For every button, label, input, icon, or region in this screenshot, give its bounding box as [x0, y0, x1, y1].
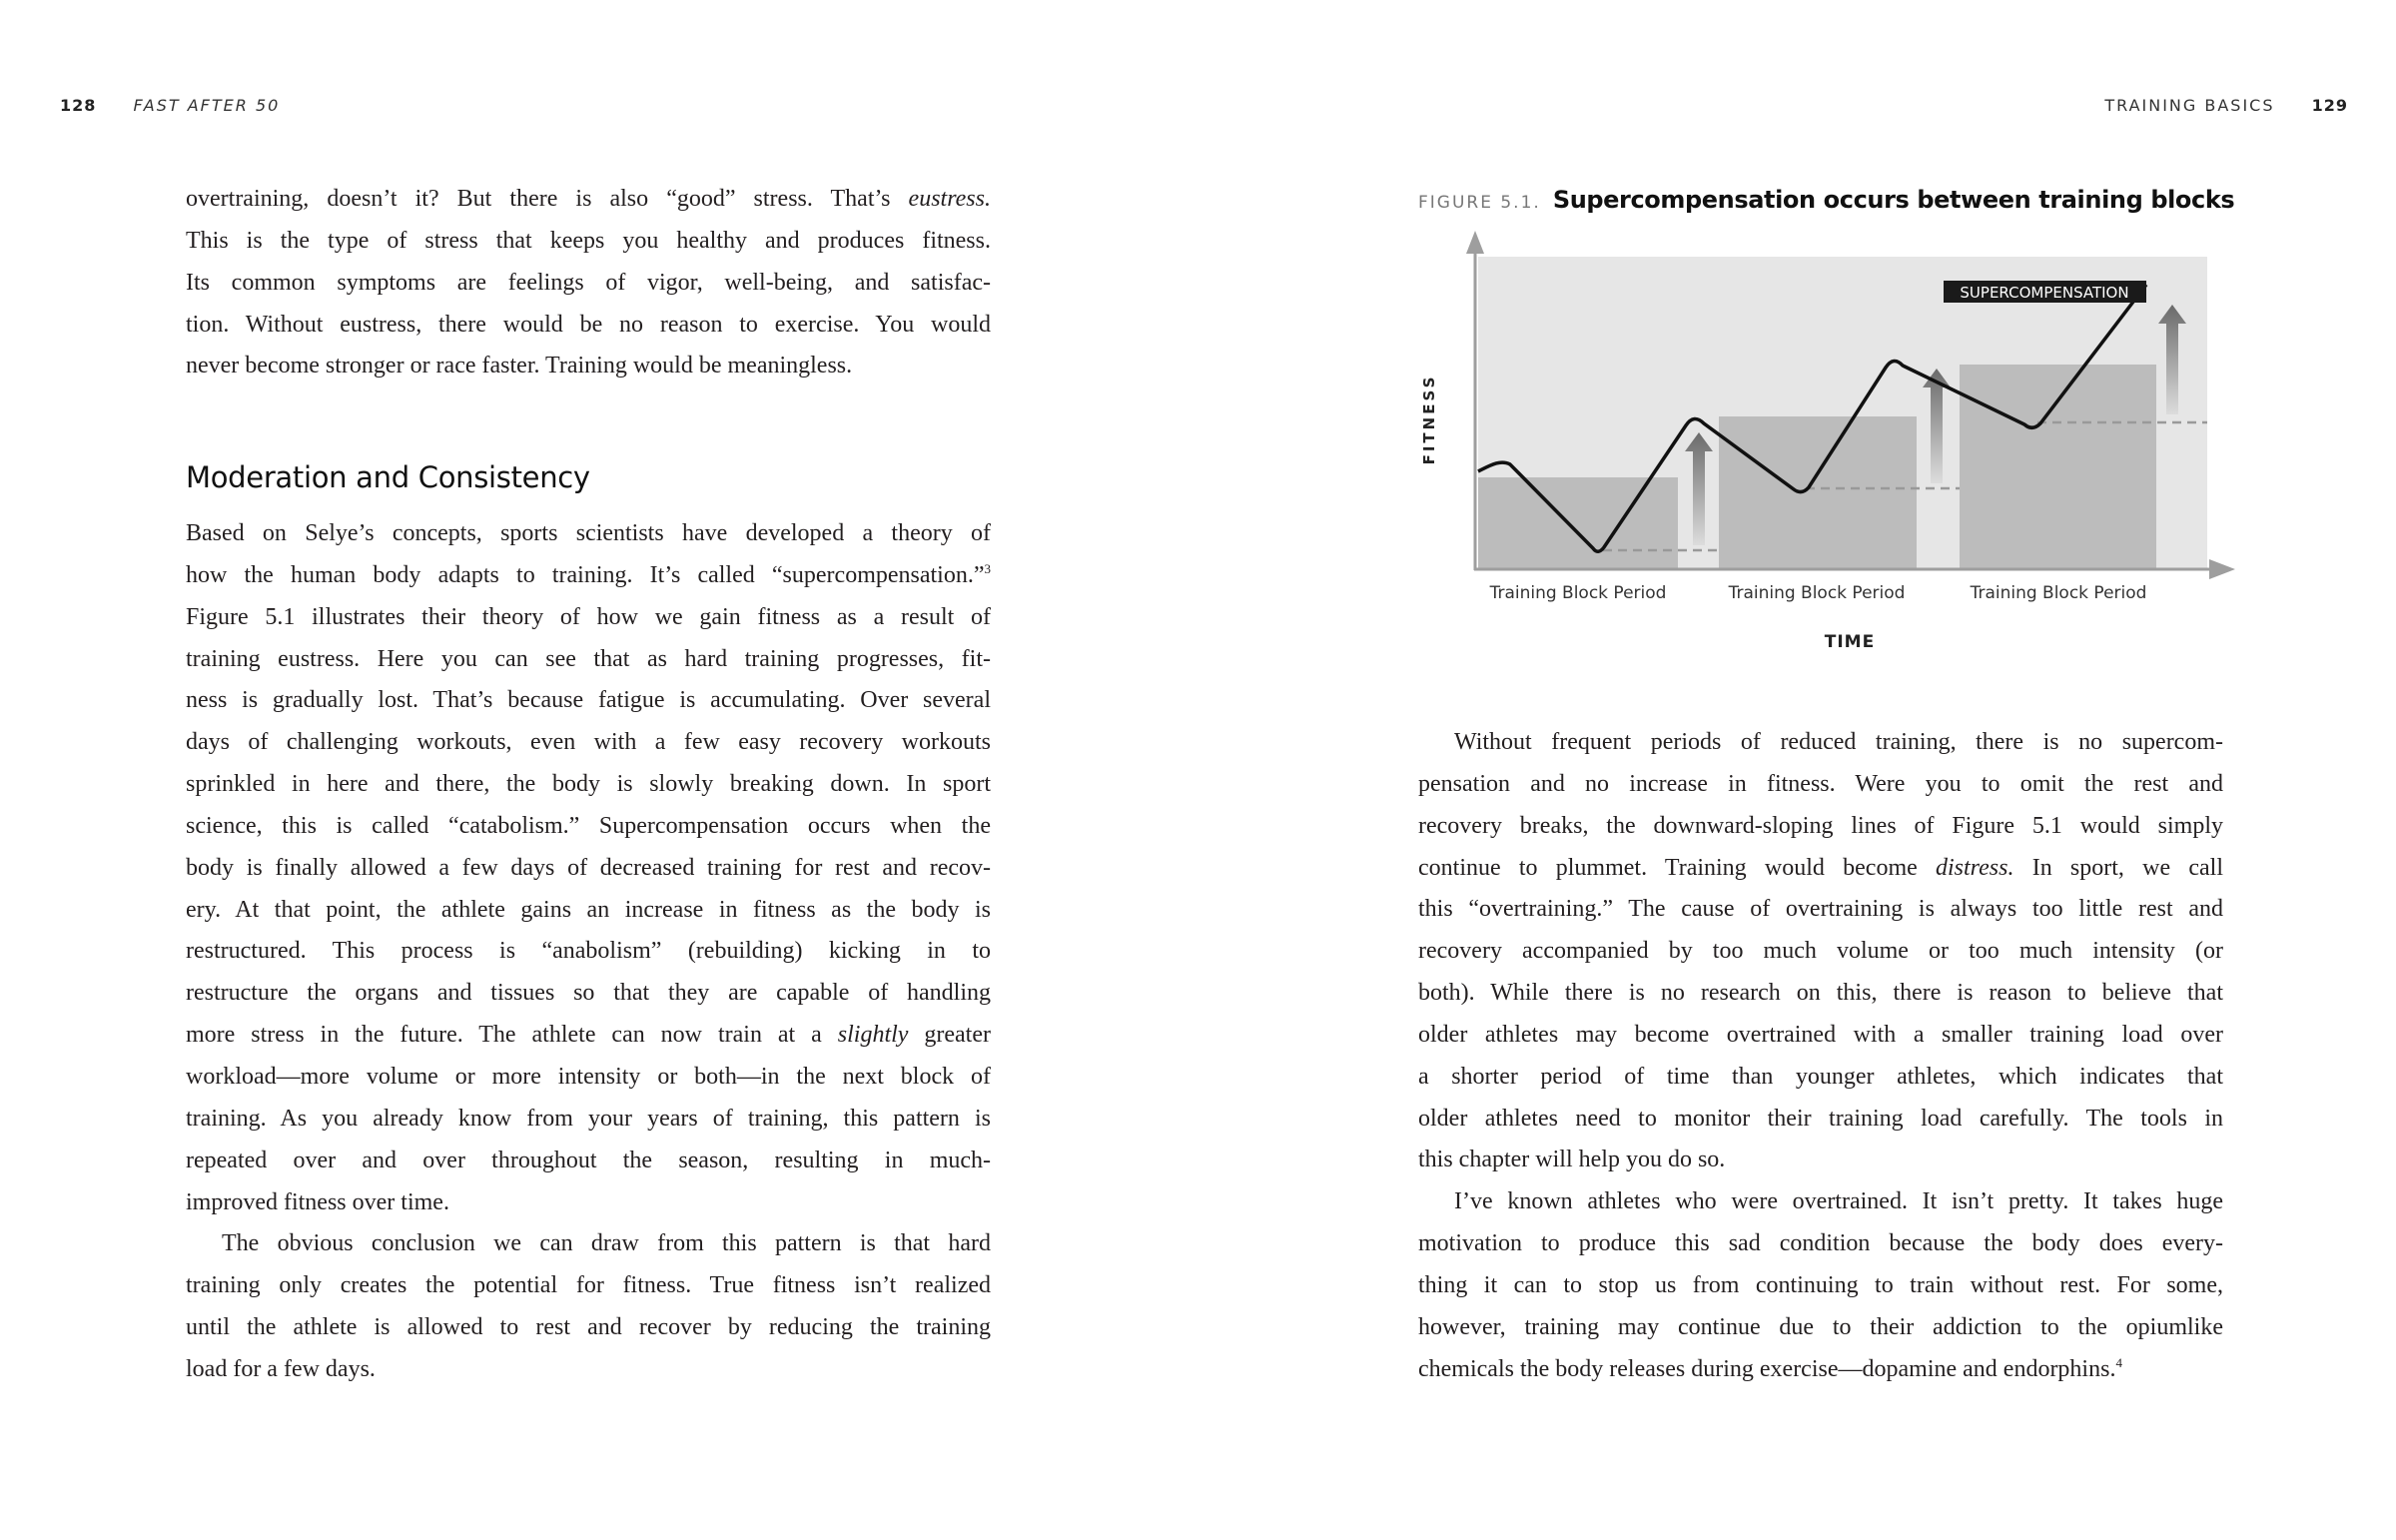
chapter-title: TRAINING BASICS	[2104, 96, 2275, 115]
page-number: 129	[2311, 96, 2348, 115]
right-running-head: TRAINING BASICS 129	[2104, 96, 2348, 115]
text-line: older athletes may become overtrained wi…	[1418, 1021, 2223, 1048]
page-number: 128	[60, 96, 97, 115]
text-line: workload—more volume or more intensity o…	[186, 1063, 991, 1090]
callout-label: SUPERCOMPENSATION	[1960, 284, 2128, 302]
text-line: This is the type of stress that keeps yo…	[186, 227, 991, 254]
text-line: load for a few days.	[186, 1355, 376, 1382]
text-line: until the athlete is allowed to rest and…	[186, 1314, 991, 1341]
text-line: how the human body adapts to training. I…	[186, 560, 991, 588]
y-axis-label: FITNESS	[1420, 375, 1438, 465]
text-line: days of challenging workouts, even with …	[186, 729, 991, 756]
body-text-top: overtraining, doesn’t it? But there is a…	[186, 179, 991, 387]
text-line: recovery breaks, the downward-sloping li…	[1418, 812, 2223, 839]
body-text-main: Based on Selye’s concepts, sports scient…	[186, 513, 991, 1391]
text-line: I’ve known athletes who were overtrained…	[1454, 1188, 2223, 1215]
text-line: restructured. This process is “anabolism…	[186, 938, 991, 965]
text-line: recovery accompanied by too much volume …	[1418, 938, 2223, 965]
callout-box	[1944, 281, 2146, 303]
text-line: older athletes need to monitor their tra…	[1418, 1105, 2223, 1132]
figure-title: Supercompensation occurs between trainin…	[1552, 186, 2235, 214]
y-axis-arrow-icon	[1466, 231, 1484, 254]
text-line: a shorter period of time than younger at…	[1418, 1063, 2223, 1090]
text-line: Based on Selye’s concepts, sports scient…	[186, 520, 991, 546]
text-line: however, training may continue due to th…	[1418, 1313, 2223, 1340]
text-line: Its common symptoms are feelings of vigo…	[186, 269, 991, 296]
text-line: never become stronger or race faster. Tr…	[186, 353, 853, 380]
text-line: restructure the organs and tissues so th…	[186, 980, 991, 1007]
block-label-3: Training Block Period	[1970, 583, 2147, 603]
gain-arrow-3-icon	[2158, 305, 2186, 414]
x-axis-arrow-icon	[2209, 559, 2235, 579]
training-block-2	[1719, 416, 1917, 568]
text-line: body is finally allowed a few days of de…	[186, 854, 991, 881]
text-line: training only creates the potential for …	[186, 1272, 991, 1299]
text-line: chemicals the body releases during exerc…	[1418, 1354, 2122, 1382]
text-line: science, this is called “catabolism.” Su…	[186, 812, 991, 839]
text-line: motivation to produce this sad condition…	[1418, 1230, 2223, 1257]
text-line: pensation and no increase in fitness. We…	[1418, 770, 2223, 797]
block-label-1: Training Block Period	[1489, 583, 1667, 603]
text-line: improved fitness over time.	[186, 1188, 449, 1215]
text-line: overtraining, doesn’t it? But there is a…	[186, 186, 991, 212]
text-line: ery. At that point, the athlete gains an…	[186, 896, 991, 923]
left-running-head: 128 FAST AFTER 50	[60, 96, 280, 115]
figure-caption: FIGURE 5.1. Supercompensation occurs betw…	[1418, 186, 2235, 214]
section-heading: Moderation and Consistency	[186, 460, 590, 494]
text-line: tion. Without eustress, there would be n…	[186, 311, 991, 338]
training-block-3	[1960, 365, 2156, 568]
text-line: training eustress. Here you can see that…	[186, 645, 991, 672]
text-line: both). While there is no research on thi…	[1418, 980, 2223, 1007]
text-line: more stress in the future. The athlete c…	[186, 1022, 991, 1049]
body-text-right: Without frequent periods of reduced trai…	[1418, 722, 2223, 1391]
text-line: thing it can to stop us from continuing …	[1418, 1271, 2223, 1298]
text-line: training. As you already know from your …	[186, 1105, 991, 1132]
book-title: FAST AFTER 50	[133, 96, 281, 115]
text-line: continue to plummet. Training would beco…	[1418, 854, 2223, 881]
training-block-1	[1478, 477, 1678, 568]
text-line: Figure 5.1 illustrates their theory of h…	[186, 603, 991, 630]
block-label-2: Training Block Period	[1728, 583, 1906, 603]
text-line: this chapter will help you do so.	[1418, 1147, 1726, 1173]
text-line: this “overtraining.” The cause of overtr…	[1418, 896, 2223, 923]
x-axis-label: TIME	[1825, 632, 1875, 652]
text-line: sprinkled in here and there, the body is…	[186, 771, 991, 798]
figure-label: FIGURE 5.1.	[1418, 193, 1541, 213]
gain-arrow-2-icon	[1923, 369, 1951, 483]
text-line: The obvious conclusion we can draw from …	[222, 1230, 991, 1257]
text-line: Without frequent periods of reduced trai…	[1454, 729, 2223, 755]
text-line: repeated over and over throughout the se…	[186, 1147, 991, 1173]
gain-arrow-1-icon	[1685, 432, 1713, 545]
text-line: ness is gradually lost. That’s because f…	[186, 687, 991, 714]
fitness-curve	[1477, 283, 2148, 553]
